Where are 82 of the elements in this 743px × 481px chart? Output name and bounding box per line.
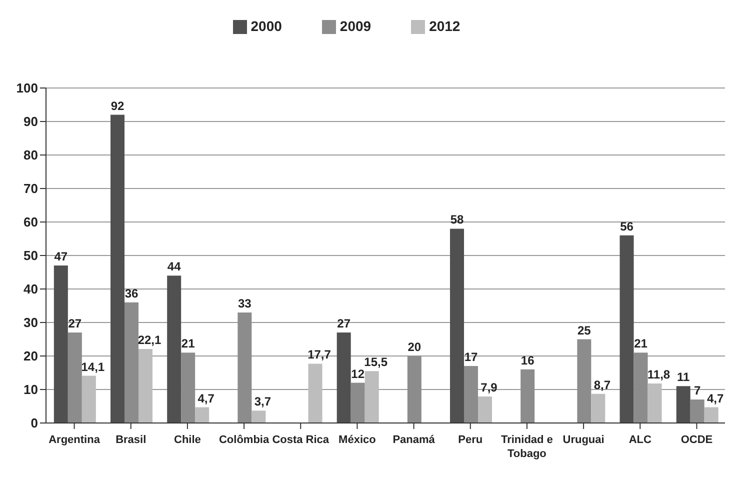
bar [82,376,96,423]
data-label: 56 [620,219,634,234]
y-tick-label: 0 [30,416,38,431]
x-tick-label: Chile [174,434,201,446]
bar [138,348,153,423]
x-tick-label: ALC [628,434,652,446]
data-label: 8,7 [594,378,611,392]
bar [634,352,648,423]
bar [520,369,535,423]
data-label: 20 [408,340,422,354]
legend-label: 2009 [340,18,372,34]
data-label: 33 [238,296,252,310]
data-label: 27 [337,316,351,331]
bar [54,266,68,423]
bar [648,383,662,423]
data-label: 47 [54,250,68,264]
bar [238,312,252,423]
bar [195,407,210,423]
y-tick-label: 100 [16,80,38,96]
x-tick-label: Argentina [48,434,101,446]
data-label: 4,7 [706,391,724,406]
data-label: 17,7 [308,348,332,362]
bar [252,410,266,423]
bar [364,371,379,423]
bar [577,339,592,423]
y-tick-label: 20 [24,348,38,364]
bar [308,364,322,423]
bar [68,332,82,423]
data-label: 4,7 [198,391,215,406]
x-tick-label: OCDE [680,434,713,446]
y-tick-label: 50 [24,248,38,264]
y-tick-label: 70 [24,181,38,196]
data-label: 11 [676,370,690,384]
data-label: 14,1 [81,360,105,374]
data-label: 17 [464,350,478,364]
data-label: 16 [520,353,535,368]
bar [478,396,492,423]
data-label: 15,5 [364,355,388,370]
bar [167,276,182,423]
x-tick-label: Costa Rica [272,434,330,446]
data-label: 22,1 [138,332,162,347]
x-tick-label: Peru [458,434,483,446]
bar [464,366,478,423]
x-tick-label: Colômbia [218,434,270,446]
bar [407,356,422,423]
x-tick-label: México [338,434,376,446]
bar [110,114,125,423]
bar [336,332,351,423]
y-tick-label: 60 [24,214,38,230]
y-tick-label: 30 [24,315,38,330]
data-label: 58 [450,212,464,227]
data-label: 25 [577,323,592,338]
bar [181,352,196,423]
bar [620,235,634,423]
x-tick-label: Trinidad e Tobago [500,434,553,460]
y-tick-label: 40 [24,282,38,297]
legend-label: 2000 [250,18,282,34]
bar [450,228,464,423]
data-label: 7 [694,384,701,398]
bar [704,407,718,423]
legend-label: 2012 [429,18,460,34]
x-tick-label: Brasil [116,434,146,446]
data-label: 21 [634,336,648,351]
bar [676,386,690,423]
data-label: 21 [181,336,196,351]
bar [690,400,704,423]
bar [591,394,606,423]
y-tick-label: 80 [24,148,38,163]
y-tick-label: 10 [24,382,38,398]
bar [350,382,365,423]
data-label: 44 [167,260,182,274]
data-label: 92 [110,98,124,113]
data-label: 3,7 [254,394,272,409]
x-tick-label: Panamá [392,434,436,446]
data-label: 36 [124,286,138,300]
data-label: 27 [68,316,82,331]
data-label: 11,8 [647,367,670,382]
data-label: 12 [351,366,365,381]
y-tick-label: 90 [24,114,38,130]
data-label: 7,9 [480,380,498,395]
bar [124,302,139,423]
x-tick-label: Uruguai [562,434,604,446]
